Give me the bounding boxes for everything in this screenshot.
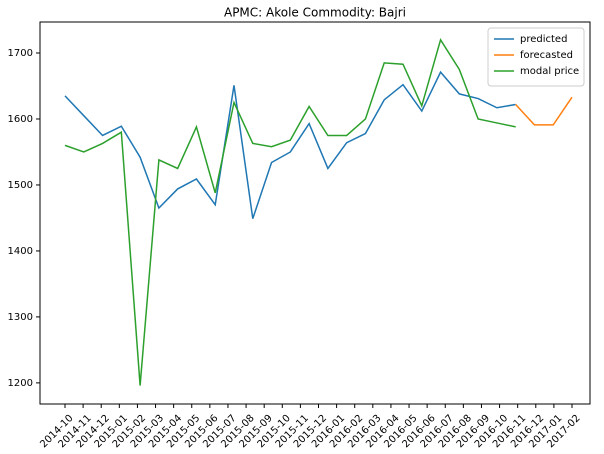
- y-tick-label: 1300: [8, 312, 33, 323]
- legend-label: modal price: [520, 66, 579, 77]
- y-tick-label: 1400: [8, 246, 33, 257]
- plot-frame: [39, 21, 591, 405]
- y-tick-label: 1600: [8, 114, 33, 125]
- series-line: [64, 70, 516, 219]
- y-tick-label: 1700: [8, 48, 33, 59]
- series-line: [64, 37, 516, 386]
- y-tick-label: 1500: [8, 180, 33, 191]
- y-tick-label: 1200: [8, 378, 33, 389]
- legend-label: predicted: [520, 34, 567, 45]
- chart-title: APMC: Akole Commodity: Bajri: [224, 6, 406, 20]
- legend-label: forecasted: [520, 50, 573, 61]
- series-line: [515, 96, 573, 126]
